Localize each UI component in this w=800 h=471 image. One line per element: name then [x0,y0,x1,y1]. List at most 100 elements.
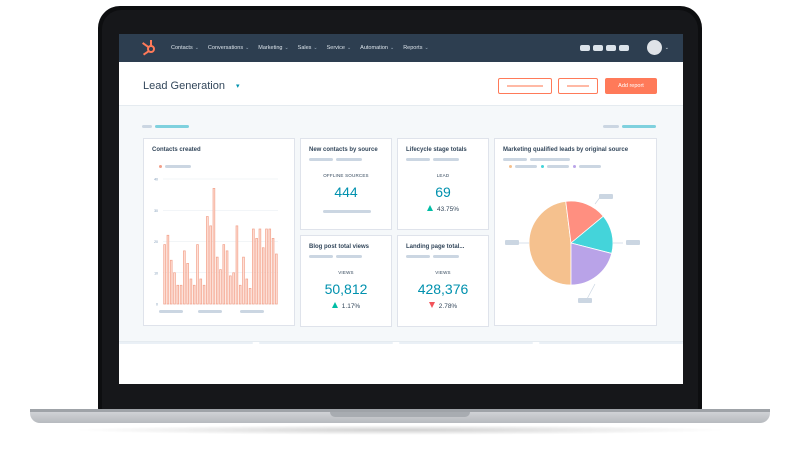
nav-utility-icon[interactable] [592,44,603,51]
subtitle-placeholder [406,255,430,258]
add-report-button[interactable]: Add report [605,78,657,94]
pie-label-placeholder [599,194,613,199]
card-title: Contacts created [152,147,201,153]
bar [232,272,235,305]
tab-placeholder [259,342,393,344]
metric-label: OFFLINE SOURCES [323,173,369,178]
nav-utility-icon[interactable] [605,44,616,51]
pie-slice [570,242,613,286]
nav-utility-icon[interactable] [579,44,590,51]
pie-callout-line [586,283,596,300]
metric-value: 50,812 [324,281,368,297]
axis-placeholder [240,310,264,313]
bar [271,238,275,305]
card-title: Lifecycle stage totals [406,147,467,153]
bar [183,250,186,305]
card-title: Marketing qualified leads by original so… [503,147,629,153]
nav-item-marketing[interactable]: Marketing ⌄ [258,45,289,51]
subtitle-placeholder [433,255,459,258]
bar [248,288,252,305]
chevron-down-icon: ⌄ [346,45,352,51]
screen: Contacts ⌄ Conversations ⌄ Marketing ⌄ Sale… [119,34,683,384]
nav-item-conversations[interactable]: Conversations ⌄ [207,45,250,51]
nav-item-automation[interactable]: Automation ⌄ [360,45,395,51]
bar [235,225,239,305]
pie-label-placeholder [505,240,519,245]
legend-placeholder [579,165,601,168]
bar [176,284,180,305]
tab-placeholder [539,342,683,344]
bar [212,188,216,305]
chevron-down-icon: ⌄ [245,45,250,51]
card-mql-by-source[interactable]: Marketing qualified leads by original so… [494,138,657,326]
subtitle-placeholder [530,158,570,161]
nav-utility-icon[interactable] [618,44,629,51]
bottom-section [119,341,683,384]
legend-dot [159,165,162,168]
y-tick-label: 40 [154,178,158,182]
pie-label-placeholder [578,298,592,303]
bar [238,284,242,305]
bar [225,250,229,305]
card-contacts-created[interactable]: Contacts created 40 30 20 10 0 [143,138,295,326]
chevron-down-icon[interactable]: ⌄ [664,44,669,51]
hubspot-logo-icon[interactable] [141,39,159,57]
bar [261,247,265,305]
bar [258,228,262,305]
avatar[interactable] [646,40,662,55]
metric-value: 69 [435,184,451,200]
bar [206,216,209,305]
nav-item-contacts[interactable]: Contacts ⌄ [171,45,199,51]
trend-up-icon [426,205,433,211]
page-title[interactable]: Lead Generation [143,80,225,92]
metric-label: VIEWS [435,270,451,275]
bar [209,225,212,305]
legend-placeholder [547,165,569,168]
legend-dot [573,165,576,168]
bar [219,269,222,305]
legend-placeholder [515,165,537,168]
card-new-contacts-by-source[interactable]: New contacts by source OFFLINE SOURCES 4… [300,138,392,230]
laptop-base-lip [30,409,770,412]
legend-placeholder [165,165,191,168]
filter-placeholder[interactable] [622,125,656,128]
tab-placeholder [399,342,533,344]
subtitle-placeholder [336,255,362,258]
bar [179,284,183,305]
tab-placeholder [119,342,253,344]
card-landing-page-total[interactable]: Landing page total... VIEWS 428,376 2.78… [397,235,489,327]
header-action-button[interactable] [558,78,598,94]
bar [199,278,203,305]
laptop-shadow [70,425,730,435]
legend-dot [509,165,512,168]
laptop-notch [330,412,470,417]
y-tick-label: 30 [154,209,158,213]
chevron-down-icon: ⌄ [284,45,289,51]
bar [186,263,189,305]
subtitle-placeholder [503,158,527,161]
bar [222,244,226,305]
bar [268,228,272,305]
nav-item-service[interactable]: Service ⌄ [326,45,352,51]
card-title: Landing page total... [406,244,465,250]
metric-delta: 43.75% [398,205,488,213]
bar [215,256,219,305]
top-nav: Contacts ⌄ Conversations ⌄ Marketing ⌄ Sale… [119,34,683,62]
filter-placeholder[interactable] [155,125,189,128]
nav-utilities: ⌄ [577,40,669,55]
subtitle-placeholder [406,158,430,161]
bar [173,272,176,305]
header-action-button[interactable] [498,78,552,94]
caret-down-icon[interactable]: ▾ [236,83,240,90]
metric-delta: 1.17% [301,302,391,310]
axis-placeholder [159,310,183,313]
card-lifecycle-stage-totals[interactable]: Lifecycle stage totals LEAD 69 43.75% [397,138,489,230]
nav-item-reports[interactable]: Reports ⌄ [403,45,429,51]
bar [166,234,170,305]
bar [252,228,255,305]
nav-item-sales[interactable]: Sales ⌄ [297,45,318,51]
metric-label: VIEWS [338,270,354,275]
card-blog-post-total-views[interactable]: Blog post total views VIEWS 50,812 1.17% [300,235,392,327]
bar [242,256,245,305]
